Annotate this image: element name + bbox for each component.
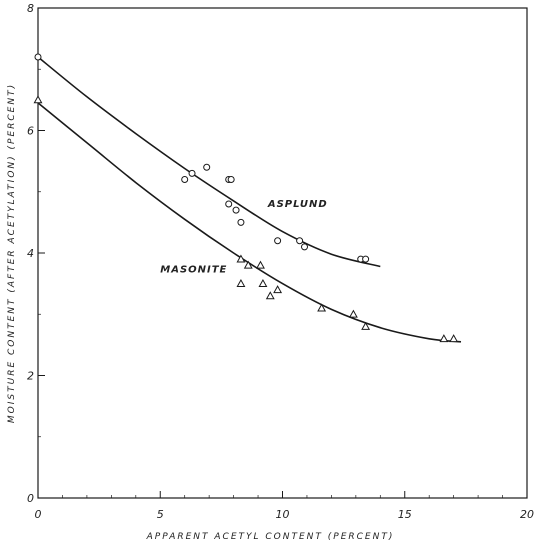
fitted-curves	[37, 56, 462, 343]
point-masonite	[236, 254, 246, 263]
point-masonite	[258, 278, 268, 288]
point-asplund	[296, 237, 304, 245]
point-asplund	[362, 255, 370, 263]
curve-masonite	[37, 102, 462, 343]
point-masonite	[273, 285, 283, 294]
point-asplund	[301, 243, 309, 251]
point-masonite	[361, 321, 371, 330]
series-label-asplund: ASPLUND	[267, 199, 328, 210]
y-axis-title: MOISTURE CONTENT (AFTER ACETYLATION) (PE…	[7, 83, 17, 423]
y-tick-label: 8	[27, 2, 34, 15]
plot-frame	[37, 7, 528, 499]
x-tick-label: 20	[520, 508, 534, 521]
point-masonite	[236, 278, 246, 288]
data-points	[33, 53, 459, 343]
point-masonite	[348, 309, 358, 318]
x-tick-label: 10	[276, 508, 290, 521]
point-masonite	[256, 260, 265, 269]
point-masonite	[439, 334, 449, 343]
series-label-masonite: MASONITE	[160, 265, 227, 276]
point-masonite	[243, 260, 253, 269]
x-tick-label: 15	[398, 508, 412, 521]
point-asplund	[181, 176, 189, 183]
y-tick-label: 6	[27, 125, 34, 138]
point-masonite	[449, 334, 459, 343]
point-masonite	[265, 291, 275, 300]
y-tick-label: 2	[27, 370, 34, 383]
x-tick-label: 5	[157, 508, 164, 521]
point-asplund	[188, 169, 196, 177]
y-tick-label: 0	[27, 492, 34, 505]
point-asplund	[232, 206, 240, 214]
point-asplund	[225, 200, 233, 208]
point-masonite	[317, 303, 327, 312]
point-asplund	[237, 218, 245, 226]
point-asplund	[274, 237, 282, 245]
point-asplund	[227, 176, 235, 183]
x-axis-title: APPARENT ACETYL CONTENT (PERCENT)	[146, 532, 395, 542]
point-asplund	[34, 53, 42, 61]
curve-asplund	[37, 56, 381, 268]
x-tick-label: 0	[35, 508, 42, 521]
point-masonite	[33, 95, 43, 104]
point-asplund	[203, 163, 211, 171]
y-tick-label: 4	[27, 247, 34, 260]
axes: 0 5 10 15 20 0 2 4 6 8	[27, 2, 534, 521]
